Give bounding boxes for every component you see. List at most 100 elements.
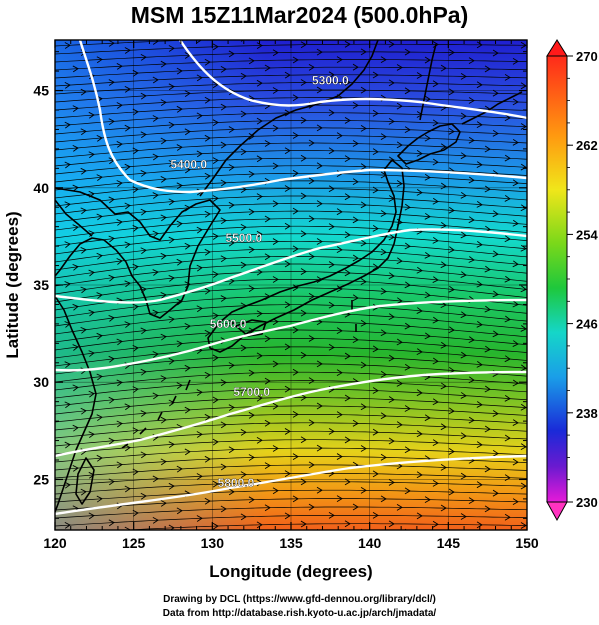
flow-arrow <box>73 546 78 552</box>
flow-arrow <box>212 119 219 127</box>
colorbar-tick-label: 230 <box>576 495 598 510</box>
flow-arrow <box>124 47 131 54</box>
flow-arrow <box>424 56 431 64</box>
contour-label: 5600.0 <box>210 317 247 331</box>
flow-arrow <box>248 369 255 377</box>
flow-arrow <box>424 173 431 181</box>
flow-arrow <box>308 63 315 71</box>
flow-arrow <box>520 443 527 451</box>
flow-arrow <box>460 432 467 440</box>
flow-arrow <box>184 323 191 330</box>
flow-arrow <box>152 351 159 358</box>
flow-arrow <box>512 379 519 387</box>
flow-arrow <box>492 449 499 457</box>
flow-arrow <box>316 162 323 170</box>
flow-arrow <box>96 454 103 462</box>
streamline <box>55 59 527 71</box>
flow-arrow <box>240 72 247 80</box>
flow-arrow <box>284 185 291 192</box>
flow-arrow <box>468 176 475 184</box>
flow-arrow <box>360 361 367 369</box>
flow-arrow <box>80 286 87 294</box>
flow-arrow <box>140 131 147 139</box>
streamline <box>55 473 527 487</box>
flow-arrow <box>468 57 475 65</box>
flow-arrow <box>256 42 263 49</box>
flow-arrow <box>372 470 379 478</box>
flow-arrow <box>512 498 519 505</box>
flow-arrow <box>352 63 359 71</box>
flow-arrow <box>140 92 147 100</box>
flow-arrow <box>316 402 323 410</box>
flow-arrow <box>240 429 247 436</box>
flow-arrow <box>196 150 203 158</box>
flow-arrow <box>80 128 87 136</box>
flow-arrow <box>256 117 263 125</box>
flow-arrow <box>204 134 211 142</box>
flow-arrow <box>440 382 447 390</box>
flow-arrow <box>353 26 358 32</box>
flow-arrow <box>388 313 395 321</box>
flow-arrow <box>460 40 467 41</box>
y-tick-label: 40 <box>33 180 49 196</box>
streamline <box>55 405 527 423</box>
flow-arrow <box>272 318 279 326</box>
flow-arrow <box>512 98 519 106</box>
flow-arrow <box>228 164 235 171</box>
flow-arrow <box>440 463 447 471</box>
flow-arrow <box>440 143 447 151</box>
flow-arrow <box>372 345 379 353</box>
colorbar-tick-label: 270 <box>576 49 598 64</box>
flow-arrow <box>373 34 378 40</box>
streamline <box>55 172 527 191</box>
flow-arrow <box>72 424 79 432</box>
flow-arrow <box>196 431 203 438</box>
flow-arrow <box>140 368 147 376</box>
flow-arrow <box>360 486 367 494</box>
flow-arrow <box>396 421 403 429</box>
flow-arrow <box>272 200 279 208</box>
flow-arrow <box>124 163 131 171</box>
flow-arrow <box>124 485 131 493</box>
flow-arrow <box>292 368 299 376</box>
flow-arrow <box>336 453 343 460</box>
flow-arrow <box>416 111 423 118</box>
flow-arrow <box>328 223 335 230</box>
flow-arrow <box>308 139 315 147</box>
streamline <box>55 304 527 327</box>
flow-arrow <box>256 310 263 318</box>
flow-arrow <box>176 507 183 515</box>
flow-arrow <box>344 520 351 528</box>
flow-arrow <box>88 431 95 439</box>
flow-arrow <box>292 245 299 253</box>
colorbar-tick-label: 262 <box>576 138 598 153</box>
flow-arrow <box>469 538 474 544</box>
flow-arrow <box>336 208 343 216</box>
flow-arrow <box>484 465 491 473</box>
flow-arrow <box>424 332 431 340</box>
flow-arrow <box>352 178 359 186</box>
flow-arrow <box>380 412 387 420</box>
flow-arrow <box>132 509 139 517</box>
flow-arrow <box>476 201 483 208</box>
flow-arrow <box>212 271 219 278</box>
flow-arrow <box>504 154 511 162</box>
flow-arrow <box>520 123 527 130</box>
flow-arrow <box>284 428 291 435</box>
flow-arrow <box>424 414 431 422</box>
flow-arrow <box>140 451 147 459</box>
flow-arrow <box>64 361 71 369</box>
flow-arrow <box>228 404 235 412</box>
flow-arrow <box>432 316 439 324</box>
flow-arrow <box>176 144 183 151</box>
flow-arrow <box>64 161 71 169</box>
flow-arrow <box>292 56 299 64</box>
y-tick-label: 30 <box>33 374 49 390</box>
flow-arrow <box>388 396 395 403</box>
flow-arrow <box>380 329 387 337</box>
flow-arrow <box>80 207 87 215</box>
flow-arrow <box>196 473 203 480</box>
flow-arrow <box>372 387 379 394</box>
flow-arrow <box>140 170 147 177</box>
flow-arrow <box>520 403 527 411</box>
